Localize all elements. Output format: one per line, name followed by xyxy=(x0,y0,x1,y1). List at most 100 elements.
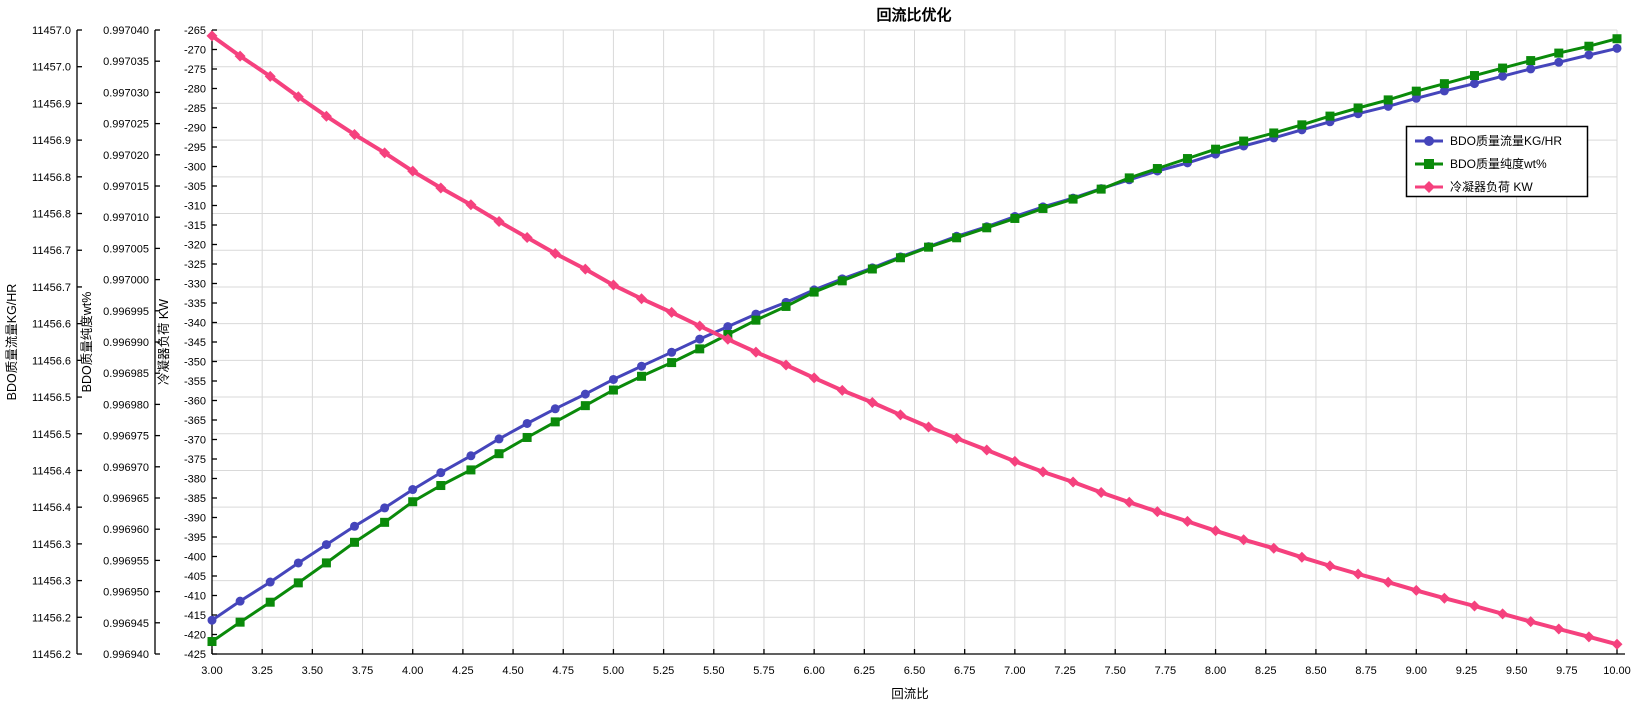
data-point xyxy=(867,264,877,274)
data-point xyxy=(808,372,820,384)
data-point xyxy=(781,301,791,311)
y-tick-label: 11456.7 xyxy=(32,245,71,257)
data-point xyxy=(1497,608,1509,620)
y-tick-label: -315 xyxy=(184,220,206,232)
data-point xyxy=(666,306,678,318)
data-point xyxy=(1382,576,1394,588)
data-point xyxy=(1038,203,1048,213)
data-point xyxy=(1526,64,1536,74)
data-point xyxy=(981,444,993,456)
data-point xyxy=(321,558,331,568)
y-tick-label: -310 xyxy=(184,201,206,213)
data-point xyxy=(349,129,361,141)
y-tick-label: -355 xyxy=(184,376,206,388)
data-point xyxy=(1151,506,1163,518)
x-axis-title: 回流比 xyxy=(891,687,929,701)
data-point xyxy=(580,389,590,399)
data-point xyxy=(1096,184,1106,194)
x-tick-label: 6.25 xyxy=(854,665,875,677)
y-tick-label: -300 xyxy=(184,162,206,174)
data-point xyxy=(494,449,504,459)
data-point xyxy=(1554,57,1564,67)
data-point xyxy=(1411,86,1421,96)
data-point xyxy=(235,596,245,606)
data-point xyxy=(1439,79,1449,89)
y-tick-label: 11456.4 xyxy=(32,465,71,477)
y-tick-label: -370 xyxy=(184,435,206,447)
data-point xyxy=(1353,103,1363,113)
y-tick-label: 0.996990 xyxy=(103,337,149,349)
data-point xyxy=(924,242,934,252)
data-point xyxy=(866,396,878,408)
axes-layer: 11457.0 11457.0 11456.9 11456.9 11456.8 11456… xyxy=(32,25,1631,677)
x-tick-label: 3.75 xyxy=(352,665,373,677)
data-point xyxy=(1352,568,1364,580)
data-point xyxy=(350,537,360,547)
y-tick-label: 0.997025 xyxy=(103,119,149,131)
y-tick-label: 0.996965 xyxy=(103,493,149,505)
y-tick-label: -270 xyxy=(184,45,206,57)
y-tick-label: 11456.2 xyxy=(32,612,71,624)
data-point xyxy=(1123,496,1135,508)
data-point xyxy=(1584,50,1594,60)
data-point xyxy=(1324,560,1336,572)
y-tick-label: 11456.7 xyxy=(32,282,71,294)
data-point xyxy=(1468,600,1480,612)
data-point xyxy=(1068,194,1078,204)
y-tick-label: 0.996945 xyxy=(103,618,149,630)
data-point xyxy=(1268,542,1280,554)
data-point xyxy=(1010,213,1020,223)
data-point xyxy=(494,434,504,444)
legend-label: 冷凝器负荷 KW xyxy=(1450,179,1533,194)
data-point xyxy=(435,182,447,194)
data-point xyxy=(1583,631,1595,643)
data-point xyxy=(723,322,733,332)
data-point xyxy=(1553,623,1565,635)
data-point xyxy=(465,199,477,211)
legend-label: BDO质量流量KG/HR xyxy=(1450,134,1562,148)
x-tick-label: 4.50 xyxy=(502,665,523,677)
data-point xyxy=(408,485,418,495)
data-point xyxy=(436,481,446,491)
data-point xyxy=(637,361,647,371)
series-layer xyxy=(206,30,1623,650)
legend-item: BDO质量纯度wt% xyxy=(1415,156,1547,171)
y-tick-label: -425 xyxy=(184,649,206,661)
x-tick-label: 7.00 xyxy=(1004,665,1025,677)
data-point xyxy=(1239,136,1249,146)
data-point xyxy=(293,558,303,568)
y-tick-label: 0.997005 xyxy=(103,243,149,255)
y-tick-label: -365 xyxy=(184,415,206,427)
y-tick-label: -395 xyxy=(184,532,206,544)
data-point xyxy=(292,91,304,103)
data-point xyxy=(550,417,560,427)
x-tick-label: 8.50 xyxy=(1305,665,1326,677)
x-tick-label: 6.00 xyxy=(803,665,824,677)
data-point xyxy=(1238,534,1250,546)
y-tick-label: -305 xyxy=(184,181,206,193)
y-tick-label: 11456.9 xyxy=(32,135,71,147)
y-tick-label: 11456.8 xyxy=(32,172,71,184)
y-tick-label: -405 xyxy=(184,571,206,583)
data-point xyxy=(951,432,963,444)
data-point xyxy=(580,401,590,411)
y-tick-label: -340 xyxy=(184,318,206,330)
y-tick-label: 11456.6 xyxy=(32,355,71,367)
data-point xyxy=(1411,93,1421,103)
y-axis-title-flow: BDO质量流量KG/HR xyxy=(5,284,19,401)
y-tick-label: 0.996975 xyxy=(103,431,149,443)
y-tick-label: -345 xyxy=(184,337,206,349)
data-point xyxy=(379,147,391,159)
y-tick-label: 0.996970 xyxy=(103,462,149,474)
data-point xyxy=(1410,584,1422,596)
data-point xyxy=(809,287,819,297)
x-tick-label: 7.25 xyxy=(1054,665,1075,677)
series-markers-2 xyxy=(206,30,1623,650)
data-point xyxy=(637,371,647,381)
data-point xyxy=(608,385,618,395)
data-point xyxy=(1067,476,1079,488)
y-tick-label: 0.997030 xyxy=(103,87,149,99)
y-tick-label: 0.996950 xyxy=(103,587,149,599)
data-point xyxy=(579,263,591,275)
data-point xyxy=(608,374,618,384)
